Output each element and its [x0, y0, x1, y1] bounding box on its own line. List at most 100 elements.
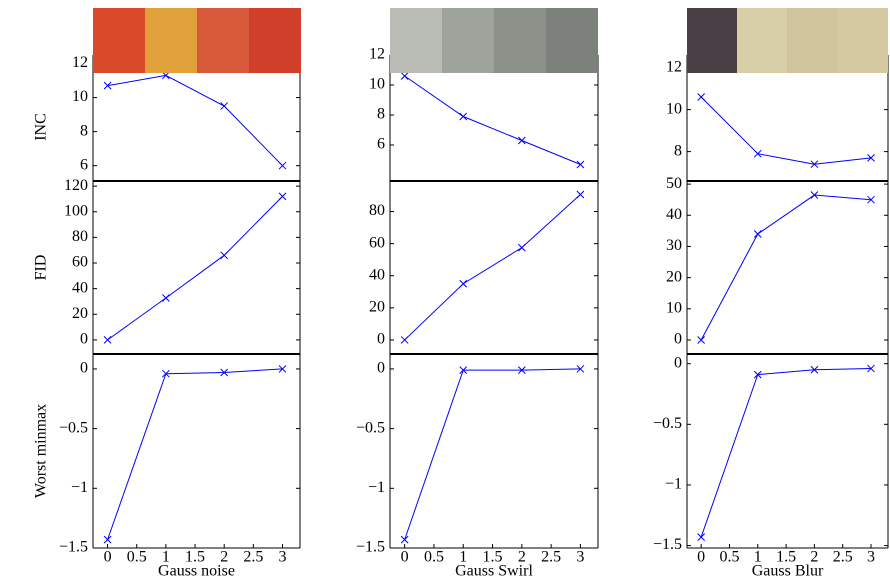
- y-tick-label: 10: [666, 299, 682, 316]
- marker: [810, 160, 819, 169]
- y-tick-label: 80: [369, 202, 385, 219]
- y-tick-label: 6: [377, 136, 385, 153]
- y-tick-label: 40: [666, 206, 682, 223]
- line: [700, 96, 872, 165]
- y-tick-label: −1: [368, 479, 385, 496]
- x-tick-label: 1.5: [483, 549, 503, 566]
- marker: [576, 160, 585, 169]
- line: [107, 368, 283, 540]
- x-tick-label: 2.5: [243, 549, 263, 566]
- y-tick-label: 50: [666, 175, 682, 192]
- x-tick-label: 3: [867, 549, 875, 566]
- marker: [162, 71, 170, 80]
- marker: [459, 112, 468, 121]
- y-tick-label: 12: [369, 46, 385, 63]
- y-tick-label: 80: [72, 228, 88, 245]
- marker: [103, 81, 112, 90]
- x-tick-label: 0: [697, 549, 705, 566]
- y-tick-label: 40: [72, 279, 88, 296]
- y-tick-label: 40: [369, 266, 385, 283]
- x-tick-label: 3: [576, 549, 584, 566]
- y-tick-label: 8: [80, 122, 88, 139]
- marker: [220, 368, 229, 377]
- y-tick-label: 120: [64, 177, 88, 194]
- marker: [697, 336, 706, 344]
- thumbnail: [837, 8, 888, 73]
- y-tick-label: 20: [72, 305, 88, 322]
- marker: [400, 535, 409, 544]
- thumbnail: [249, 8, 301, 73]
- y-tick-label: −1.5: [653, 536, 682, 553]
- x-tick-label: 2.5: [541, 549, 561, 566]
- thumbnail: [93, 8, 145, 73]
- thumbnail: [787, 8, 837, 73]
- marker: [867, 195, 875, 204]
- y-tick-label: 0: [377, 360, 385, 377]
- marker: [459, 279, 468, 288]
- y-tick-label: 12: [666, 58, 682, 75]
- thumbnail: [145, 8, 197, 73]
- thumbnail: [737, 8, 787, 73]
- x-tick-label: 2.5: [833, 549, 853, 566]
- thumbnail: [687, 8, 737, 73]
- thumbnail: [546, 8, 598, 73]
- y-tick-label: 8: [377, 106, 385, 123]
- y-tick-label: −1: [665, 476, 682, 493]
- marker: [867, 154, 875, 162]
- y-tick-label: 8: [674, 142, 682, 159]
- y-tick-label: 10: [369, 76, 385, 93]
- x-tick-label: 2: [220, 549, 228, 566]
- line: [404, 194, 581, 341]
- x-tick-label: 0.5: [424, 549, 444, 566]
- line: [107, 74, 283, 167]
- marker: [576, 190, 585, 199]
- line: [700, 194, 872, 341]
- y-axis-label: INC: [33, 113, 50, 141]
- y-tick-label: 30: [666, 237, 682, 254]
- marker: [400, 72, 409, 80]
- thumbnail: [442, 8, 494, 73]
- y-axis-label: Worst minmax: [33, 404, 50, 498]
- y-tick-label: 6: [80, 156, 88, 173]
- x-tick-label: 1.5: [776, 549, 796, 566]
- y-tick-label: −0.5: [356, 419, 385, 436]
- x-axis-label: Gauss Swirl: [455, 563, 533, 580]
- y-tick-label: 12: [72, 54, 88, 71]
- marker: [220, 102, 229, 110]
- marker: [400, 336, 409, 344]
- x-tick-label: 1.5: [185, 549, 205, 566]
- y-tick-label: −1: [71, 479, 88, 496]
- y-tick-label: 0: [377, 331, 385, 348]
- y-tick-label: 0: [674, 331, 682, 348]
- marker: [162, 294, 170, 302]
- y-tick-label: 0: [674, 354, 682, 371]
- y-tick-label: 60: [72, 254, 88, 271]
- marker: [220, 251, 229, 260]
- y-tick-label: −1.5: [356, 539, 385, 556]
- line: [404, 75, 581, 165]
- marker: [867, 364, 875, 373]
- thumbnail: [390, 8, 442, 73]
- marker: [697, 93, 706, 101]
- x-axis-label: Gauss Blur: [752, 563, 824, 580]
- marker: [753, 149, 762, 158]
- marker: [810, 365, 819, 374]
- y-tick-label: −1.5: [59, 539, 88, 556]
- y-tick-label: 20: [666, 268, 682, 285]
- marker: [278, 161, 287, 170]
- marker: [103, 336, 112, 344]
- x-tick-label: 0.5: [127, 549, 147, 566]
- marker: [278, 192, 287, 201]
- line: [107, 196, 283, 341]
- marker: [459, 366, 468, 374]
- x-tick-label: 2: [810, 549, 818, 566]
- marker: [162, 369, 170, 378]
- x-tick-label: 0: [104, 549, 112, 566]
- thumbnails: [93, 8, 888, 73]
- y-tick-label: 100: [64, 202, 88, 219]
- y-axis-label: FID: [33, 255, 50, 281]
- marker: [517, 243, 526, 252]
- line: [404, 368, 581, 540]
- x-tick-label: 1: [459, 549, 467, 566]
